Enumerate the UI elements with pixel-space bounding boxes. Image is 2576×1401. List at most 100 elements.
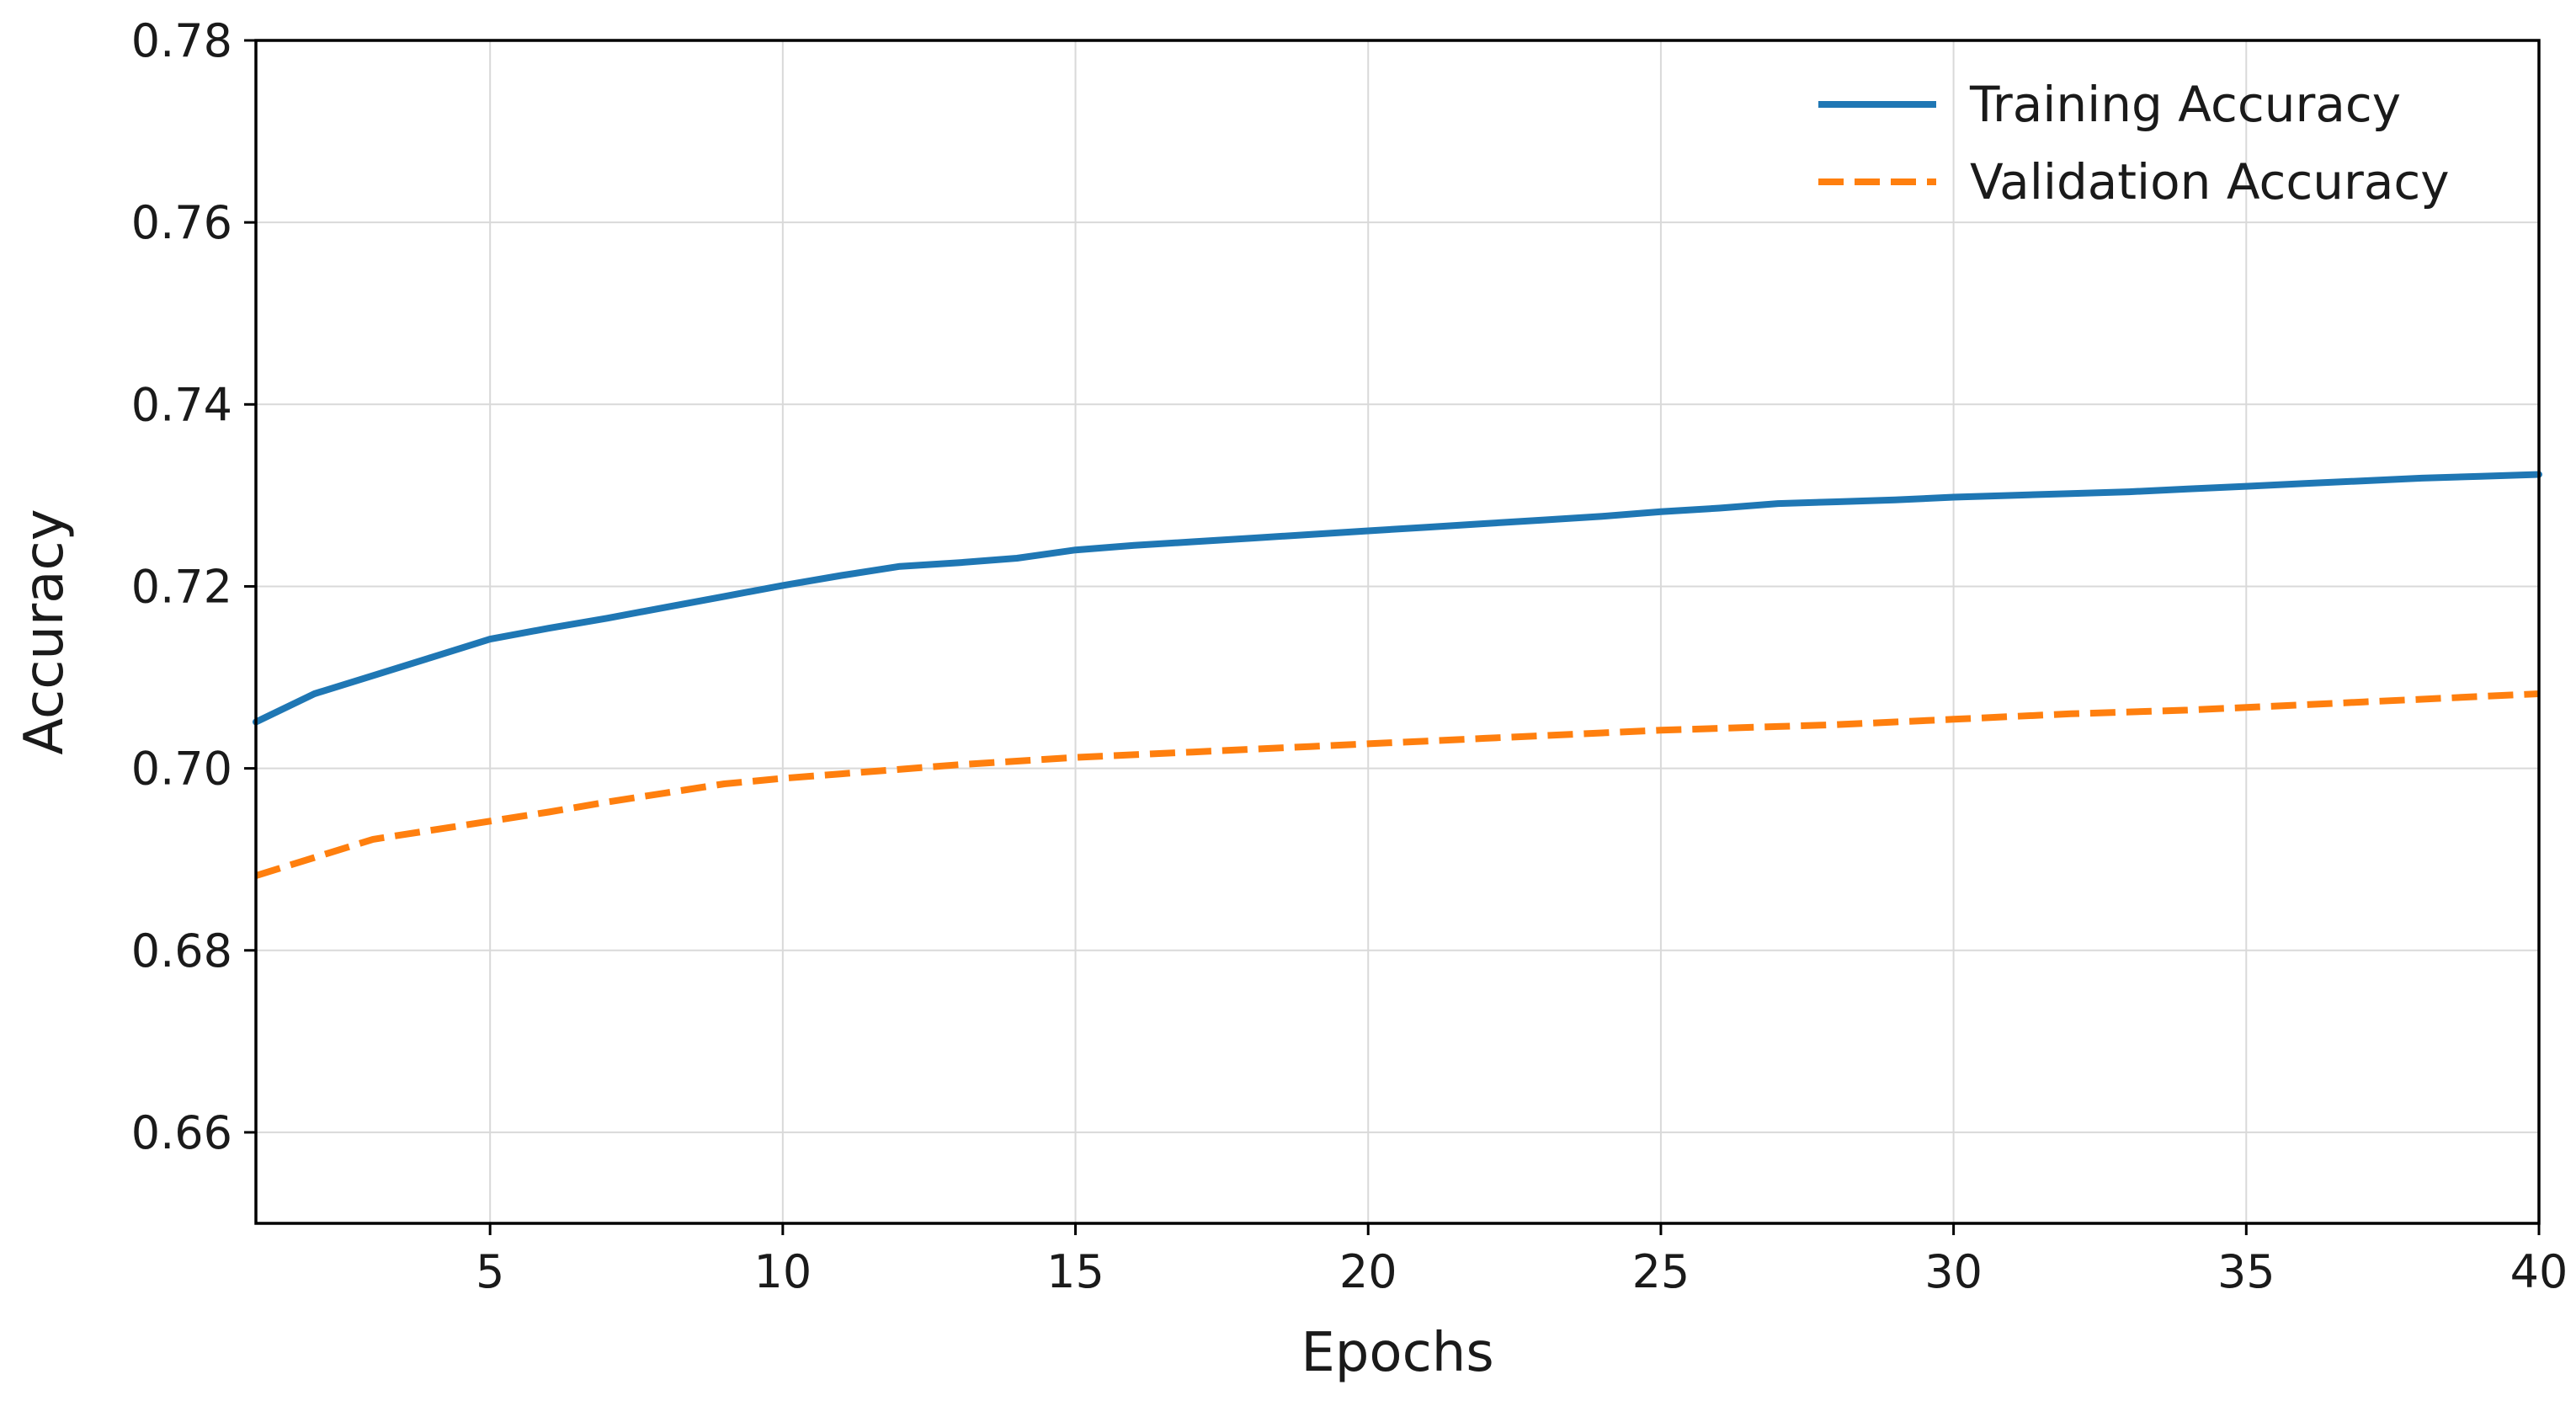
data-point-1-2 (311, 855, 318, 861)
data-point-0-24 (1599, 513, 1605, 519)
data-point-1-12 (897, 766, 903, 773)
data-point-0-25 (1658, 509, 1664, 515)
data-point-1-36 (2302, 701, 2308, 708)
y-tick-label-6: 0.78 (131, 14, 232, 67)
data-point-1-35 (2243, 704, 2249, 711)
data-point-0-21 (1424, 524, 1430, 530)
data-point-1-25 (1658, 727, 1664, 733)
data-point-0-16 (1131, 542, 1137, 549)
data-point-0-14 (1014, 555, 1020, 562)
x-tick-label-40: 40 (2510, 1245, 2568, 1298)
y-tick-label-4: 0.74 (131, 378, 232, 431)
data-point-0-37 (2360, 477, 2366, 484)
data-point-1-21 (1424, 738, 1430, 744)
data-point-1-39 (2478, 693, 2484, 700)
data-point-0-20 (1365, 528, 1371, 535)
data-point-1-9 (721, 780, 727, 787)
x-tick-label-25: 25 (1632, 1245, 1690, 1298)
series-line-training (253, 471, 2542, 726)
data-point-1-11 (838, 770, 844, 777)
data-point-1-37 (2360, 699, 2366, 706)
data-point-0-9 (721, 593, 727, 599)
data-point-1-3 (370, 836, 376, 843)
data-point-0-6 (546, 625, 552, 631)
data-point-0-35 (2243, 483, 2249, 490)
data-point-1-4 (428, 827, 435, 834)
data-point-0-38 (2419, 475, 2425, 482)
data-point-0-26 (1716, 505, 1723, 512)
data-point-1-15 (1072, 754, 1079, 761)
x-tick-label-30: 30 (1924, 1245, 1983, 1298)
data-point-1-27 (1775, 723, 1781, 730)
ticks: 5 10 15 20 25 30 35 40 0.66 0.68 0.70 0.72 0.74 0.76 0… (131, 14, 2568, 1298)
data-point-0-11 (838, 573, 844, 579)
x-tick-label-5: 5 (476, 1245, 504, 1298)
data-point-0-27 (1775, 500, 1781, 507)
data-point-1-32 (2068, 711, 2074, 717)
x-tick-label-35: 35 (2217, 1245, 2275, 1298)
data-point-1-6 (546, 809, 552, 816)
data-point-1-16 (1131, 751, 1137, 758)
data-point-0-34 (2185, 486, 2191, 493)
data-point-0-2 (311, 690, 318, 697)
data-point-0-32 (2068, 490, 2074, 497)
data-point-1-38 (2419, 696, 2425, 703)
data-point-0-28 (1834, 498, 1840, 505)
data-point-0-4 (428, 654, 435, 661)
data-point-1-34 (2185, 706, 2191, 713)
data-point-1-24 (1599, 730, 1605, 737)
data-point-0-15 (1072, 546, 1079, 553)
y-tick-label-2: 0.70 (131, 743, 232, 796)
data-point-0-13 (955, 559, 962, 566)
data-point-1-31 (2009, 713, 2015, 720)
data-point-0-33 (2126, 488, 2132, 495)
grid (256, 40, 2540, 1223)
data-point-0-36 (2302, 480, 2308, 487)
data-point-1-5 (487, 818, 493, 824)
data-point-0-23 (1541, 517, 1547, 524)
data-point-0-39 (2478, 473, 2484, 480)
y-tick-label-3: 0.72 (131, 560, 232, 613)
y-tick-label-1: 0.68 (131, 924, 232, 978)
x-tick-label-10: 10 (753, 1245, 812, 1298)
data-point-0-31 (2009, 492, 2015, 498)
data-point-1-26 (1716, 725, 1723, 732)
data-point-1-18 (1248, 746, 1254, 753)
data-point-1-7 (604, 799, 610, 806)
data-point-0-3 (370, 672, 376, 679)
data-point-0-30 (1951, 494, 1957, 501)
plot-frame (254, 39, 2541, 1225)
data-point-1-17 (1190, 748, 1196, 755)
x-tick-label-20: 20 (1339, 1245, 1397, 1298)
legend: Training Accuracy Validation Accuracy (1818, 76, 2450, 210)
data-point-1-8 (663, 790, 669, 796)
data-point-1-20 (1365, 740, 1371, 747)
y-tick-label-0: 0.66 (131, 1106, 232, 1159)
data-point-1-10 (780, 775, 786, 782)
data-point-1-23 (1541, 732, 1547, 739)
data-point-0-17 (1190, 539, 1196, 546)
x-tick-label-15: 15 (1046, 1245, 1104, 1298)
x-axis-label: Epochs (1301, 1322, 1493, 1384)
data-point-0-22 (1482, 520, 1488, 527)
data-point-1-19 (1307, 743, 1313, 750)
data-point-0-5 (487, 636, 493, 642)
data-point-1-14 (1014, 758, 1020, 764)
data-point-0-12 (897, 563, 903, 570)
legend-label-training: Training Accuracy (1969, 76, 2401, 133)
y-axis-label: Accuracy (13, 509, 76, 754)
data-point-0-8 (663, 604, 669, 610)
legend-label-validation: Validation Accuracy (1970, 153, 2450, 210)
data-point-1-22 (1482, 735, 1488, 742)
data-point-0-10 (780, 582, 786, 589)
y-tick-label-5: 0.76 (131, 196, 232, 249)
series-layer (253, 471, 2542, 879)
data-point-0-18 (1248, 535, 1254, 541)
data-point-0-29 (1892, 497, 1898, 503)
data-point-1-29 (1892, 719, 1898, 726)
data-point-1-33 (2126, 709, 2132, 716)
data-point-1-28 (1834, 722, 1840, 728)
series-line-validation (254, 690, 2540, 879)
